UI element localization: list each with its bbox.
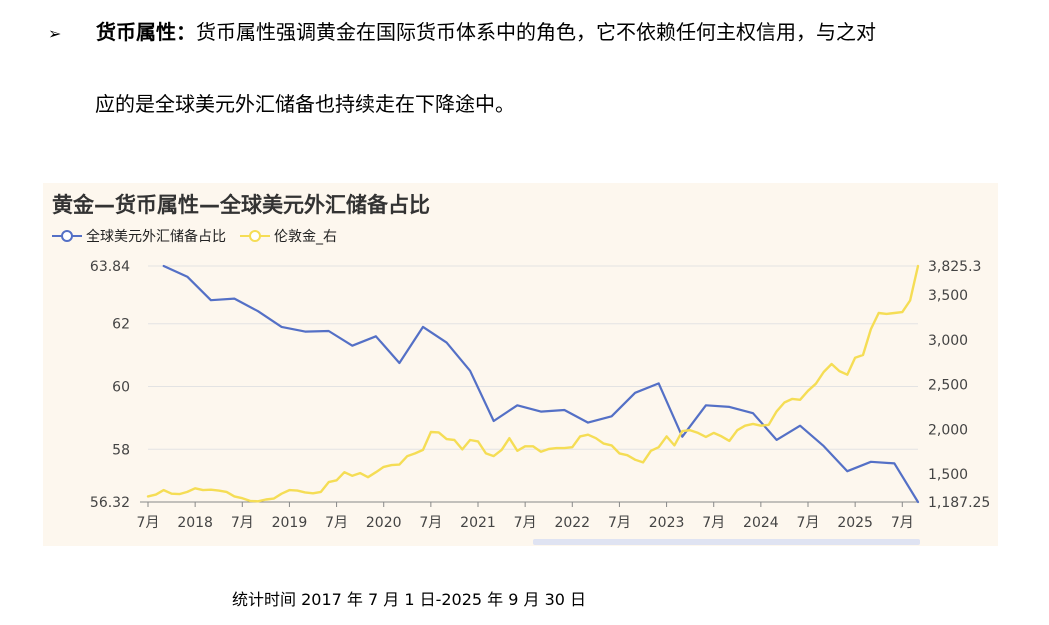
x-axis-tick-label: 7月: [797, 515, 820, 531]
x-axis-tick-label: 2020: [366, 515, 402, 531]
chart-legend: 全球美元外汇储备占比 伦敦金_右: [52, 226, 351, 246]
legend-label-gold: 伦敦金_右: [274, 229, 337, 245]
right-axis-tick-label: 3,000: [928, 333, 968, 349]
legend-line-circle-icon: [240, 230, 270, 242]
bullet-paragraph: ➢ 货币属性：货币属性强调黄金在国际货币体系中的角色，它不依赖任何主权信用，与之对: [48, 18, 876, 48]
data-zoom-scrollbar[interactable]: [533, 539, 920, 545]
x-axis-tick-label: 2019: [272, 515, 308, 531]
left-axis-tick-label: 63.84: [90, 259, 130, 275]
x-axis-tick-label: 2022: [554, 515, 590, 531]
x-axis-tick-label: 2018: [177, 515, 213, 531]
legend-label-usd-reserve: 全球美元外汇储备占比: [86, 229, 226, 245]
legend-item-gold[interactable]: 伦敦金_右: [240, 226, 337, 246]
bullet-text-line2: 应的是全球美元外汇储备也持续走在下降途中。: [95, 92, 515, 116]
x-axis-tick-label: 7月: [514, 515, 537, 531]
x-axis-tick-label: 7月: [702, 515, 725, 531]
left-axis-tick-label: 56.32: [90, 495, 130, 511]
legend-line-circle-icon: [52, 230, 82, 242]
x-axis-tick-label: 7月: [137, 515, 160, 531]
left-axis-tick-label: 60: [112, 380, 130, 396]
chart-panel: [43, 183, 998, 546]
series-line-gold: [146, 264, 920, 503]
x-axis-tick-label: 2023: [649, 515, 685, 531]
bullet-term: 货币属性：: [96, 20, 196, 44]
bullet-arrow-icon: ➢: [48, 24, 62, 43]
x-axis-tick-label: 2024: [743, 515, 779, 531]
legend-item-usd-reserve[interactable]: 全球美元外汇储备占比: [52, 226, 226, 246]
x-axis-tick-label: 7月: [891, 515, 914, 531]
x-axis-tick-label: 2021: [460, 515, 496, 531]
right-axis-tick-label: 3,825.3: [928, 259, 981, 275]
statistics-period-caption: 统计时间 2017 年 7 月 1 日-2025 年 9 月 30 日: [232, 590, 587, 609]
left-axis-tick-label: 62: [112, 317, 130, 333]
right-axis-tick-label: 1,500: [928, 467, 968, 483]
bullet-text-line1: 货币属性强调黄金在国际货币体系中的角色，它不依赖任何主权信用，与之对: [196, 20, 876, 44]
left-axis-tick-label: 58: [112, 442, 130, 458]
x-axis-tick-label: 7月: [419, 515, 442, 531]
right-axis-tick-label: 1,187.25: [928, 495, 990, 511]
chart-title: 黄金—货币属性—全球美元外汇储备占比: [52, 193, 430, 217]
x-axis-tick-label: 7月: [608, 515, 631, 531]
x-axis-tick-label: 7月: [325, 515, 348, 531]
right-axis-tick-label: 2,500: [928, 378, 968, 394]
series-line-usd-reserve: [162, 264, 920, 504]
x-axis-tick-label: 2025: [837, 515, 873, 531]
right-axis-tick-label: 2,000: [928, 422, 968, 438]
right-axis-tick-label: 3,500: [928, 288, 968, 304]
x-axis-tick-label: 7月: [231, 515, 254, 531]
